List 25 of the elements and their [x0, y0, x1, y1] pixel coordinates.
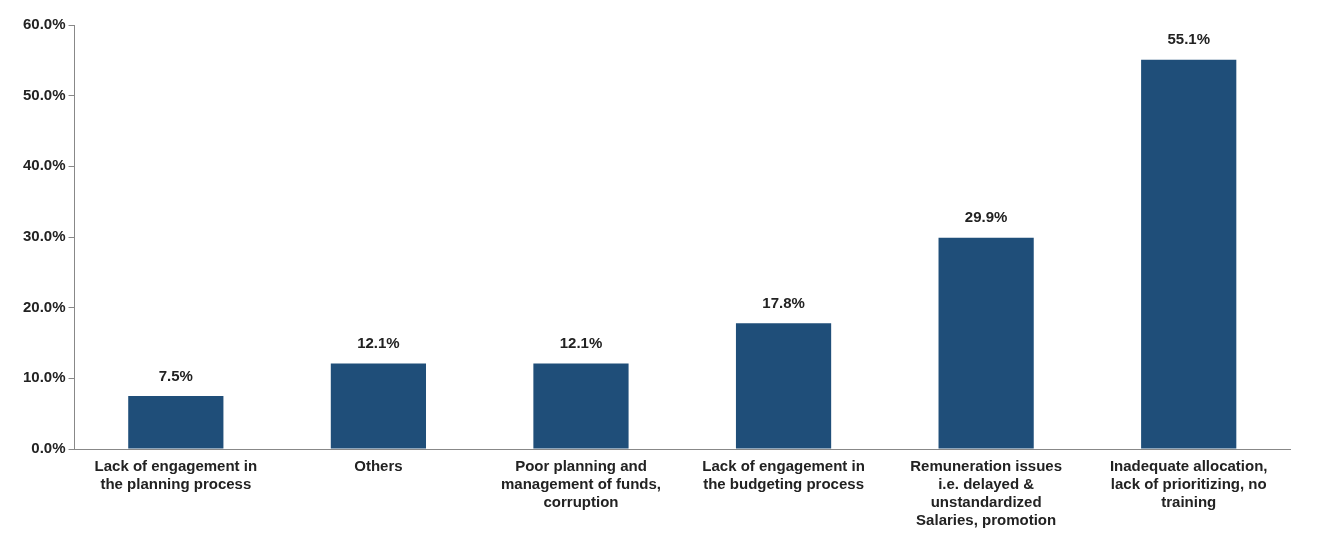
y-tick-label: 60.0%: [22, 15, 66, 33]
y-tick-label: 10.0%: [22, 368, 66, 386]
data-label: 7.5%: [158, 366, 193, 384]
data-label: 29.9%: [964, 208, 1008, 226]
y-tick-label: 50.0%: [22, 85, 66, 103]
data-label: 12.1%: [559, 334, 603, 352]
y-tick-label: 20.0%: [22, 297, 66, 315]
data-label: 12.1%: [357, 334, 400, 352]
y-tick-label: 0.0%: [31, 439, 66, 457]
bar: [1141, 59, 1237, 449]
y-tick-label: 30.0%: [22, 227, 66, 245]
x-tick-label: Inadequate allocation, lack of prioritizing, no training: [1109, 457, 1268, 511]
x-tick-label: Lack of engagement in the budgeting process: [702, 457, 865, 493]
x-tick-label: Remuneration issues i.e. delayed & unstandardized Salaries, promotion: [910, 457, 1062, 529]
bar: [128, 396, 224, 449]
x-tick-label: Others: [354, 457, 403, 475]
bar: [330, 363, 427, 449]
bar: [735, 323, 832, 449]
data-label: 17.8%: [762, 293, 805, 311]
bar: [938, 237, 1034, 449]
x-tick-label: Poor planning and management of funds, corruption: [500, 457, 661, 511]
x-tick-label: Lack of engagement in the planning process: [94, 457, 258, 493]
data-label: 55.1%: [1167, 30, 1210, 48]
y-tick-label: 40.0%: [22, 156, 66, 174]
bar: [533, 363, 629, 449]
